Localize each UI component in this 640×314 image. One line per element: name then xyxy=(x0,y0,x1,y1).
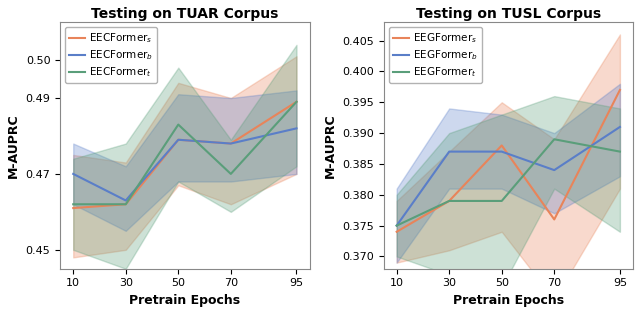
X-axis label: Pretrain Epochs: Pretrain Epochs xyxy=(129,294,241,307)
Line: EEGFormer$_t$: EEGFormer$_t$ xyxy=(397,139,620,226)
EEGFormer$_t$ xyxy=(445,199,453,203)
Line: EECFormer$_t$: EECFormer$_t$ xyxy=(73,102,296,204)
EECFormer$_b$ xyxy=(69,172,77,176)
EECFormer$_b$ xyxy=(122,198,130,202)
EEGFormer$_t$ xyxy=(616,150,624,154)
Line: EEGFormer$_b$: EEGFormer$_b$ xyxy=(397,127,620,226)
EEGFormer$_b$ xyxy=(393,224,401,228)
EEGFormer$_b$ xyxy=(445,150,453,154)
EECFormer$_s$ xyxy=(175,138,182,142)
EECFormer$_t$ xyxy=(122,203,130,206)
Line: EEGFormer$_s$: EEGFormer$_s$ xyxy=(397,90,620,232)
Line: EECFormer$_s$: EECFormer$_s$ xyxy=(73,102,296,208)
EEGFormer$_t$ xyxy=(550,138,558,141)
EECFormer$_s$ xyxy=(227,142,235,145)
EEGFormer$_s$ xyxy=(445,199,453,203)
EECFormer$_t$ xyxy=(292,100,300,104)
EEGFormer$_b$ xyxy=(498,150,506,154)
EECFormer$_s$ xyxy=(69,206,77,210)
EECFormer$_b$ xyxy=(175,138,182,142)
EECFormer$_b$ xyxy=(292,127,300,130)
EECFormer$_t$ xyxy=(175,123,182,127)
EEGFormer$_s$ xyxy=(616,88,624,92)
EEGFormer$_b$ xyxy=(616,125,624,129)
EECFormer$_s$ xyxy=(292,100,300,104)
Y-axis label: M-AUPRC: M-AUPRC xyxy=(323,113,337,178)
EEGFormer$_s$ xyxy=(393,230,401,234)
EEGFormer$_b$ xyxy=(550,168,558,172)
EECFormer$_t$ xyxy=(69,203,77,206)
Y-axis label: M-AUPRC: M-AUPRC xyxy=(7,113,20,178)
Legend: EECFormer$_s$, EECFormer$_b$, EECFormer$_t$: EECFormer$_s$, EECFormer$_b$, EECFormer$… xyxy=(65,27,157,83)
EEGFormer$_t$ xyxy=(498,199,506,203)
EEGFormer$_s$ xyxy=(498,143,506,147)
X-axis label: Pretrain Epochs: Pretrain Epochs xyxy=(452,294,564,307)
EECFormer$_t$ xyxy=(227,172,235,176)
Title: Testing on TUSL Corpus: Testing on TUSL Corpus xyxy=(416,7,601,21)
EECFormer$_b$ xyxy=(227,142,235,145)
EECFormer$_s$ xyxy=(122,203,130,206)
Legend: EEGFormer$_s$, EEGFormer$_b$, EEGFormer$_t$: EEGFormer$_s$, EEGFormer$_b$, EEGFormer$… xyxy=(388,27,482,83)
EEGFormer$_s$ xyxy=(550,218,558,221)
Line: EECFormer$_b$: EECFormer$_b$ xyxy=(73,128,296,200)
Title: Testing on TUAR Corpus: Testing on TUAR Corpus xyxy=(91,7,278,21)
EEGFormer$_t$ xyxy=(393,224,401,228)
